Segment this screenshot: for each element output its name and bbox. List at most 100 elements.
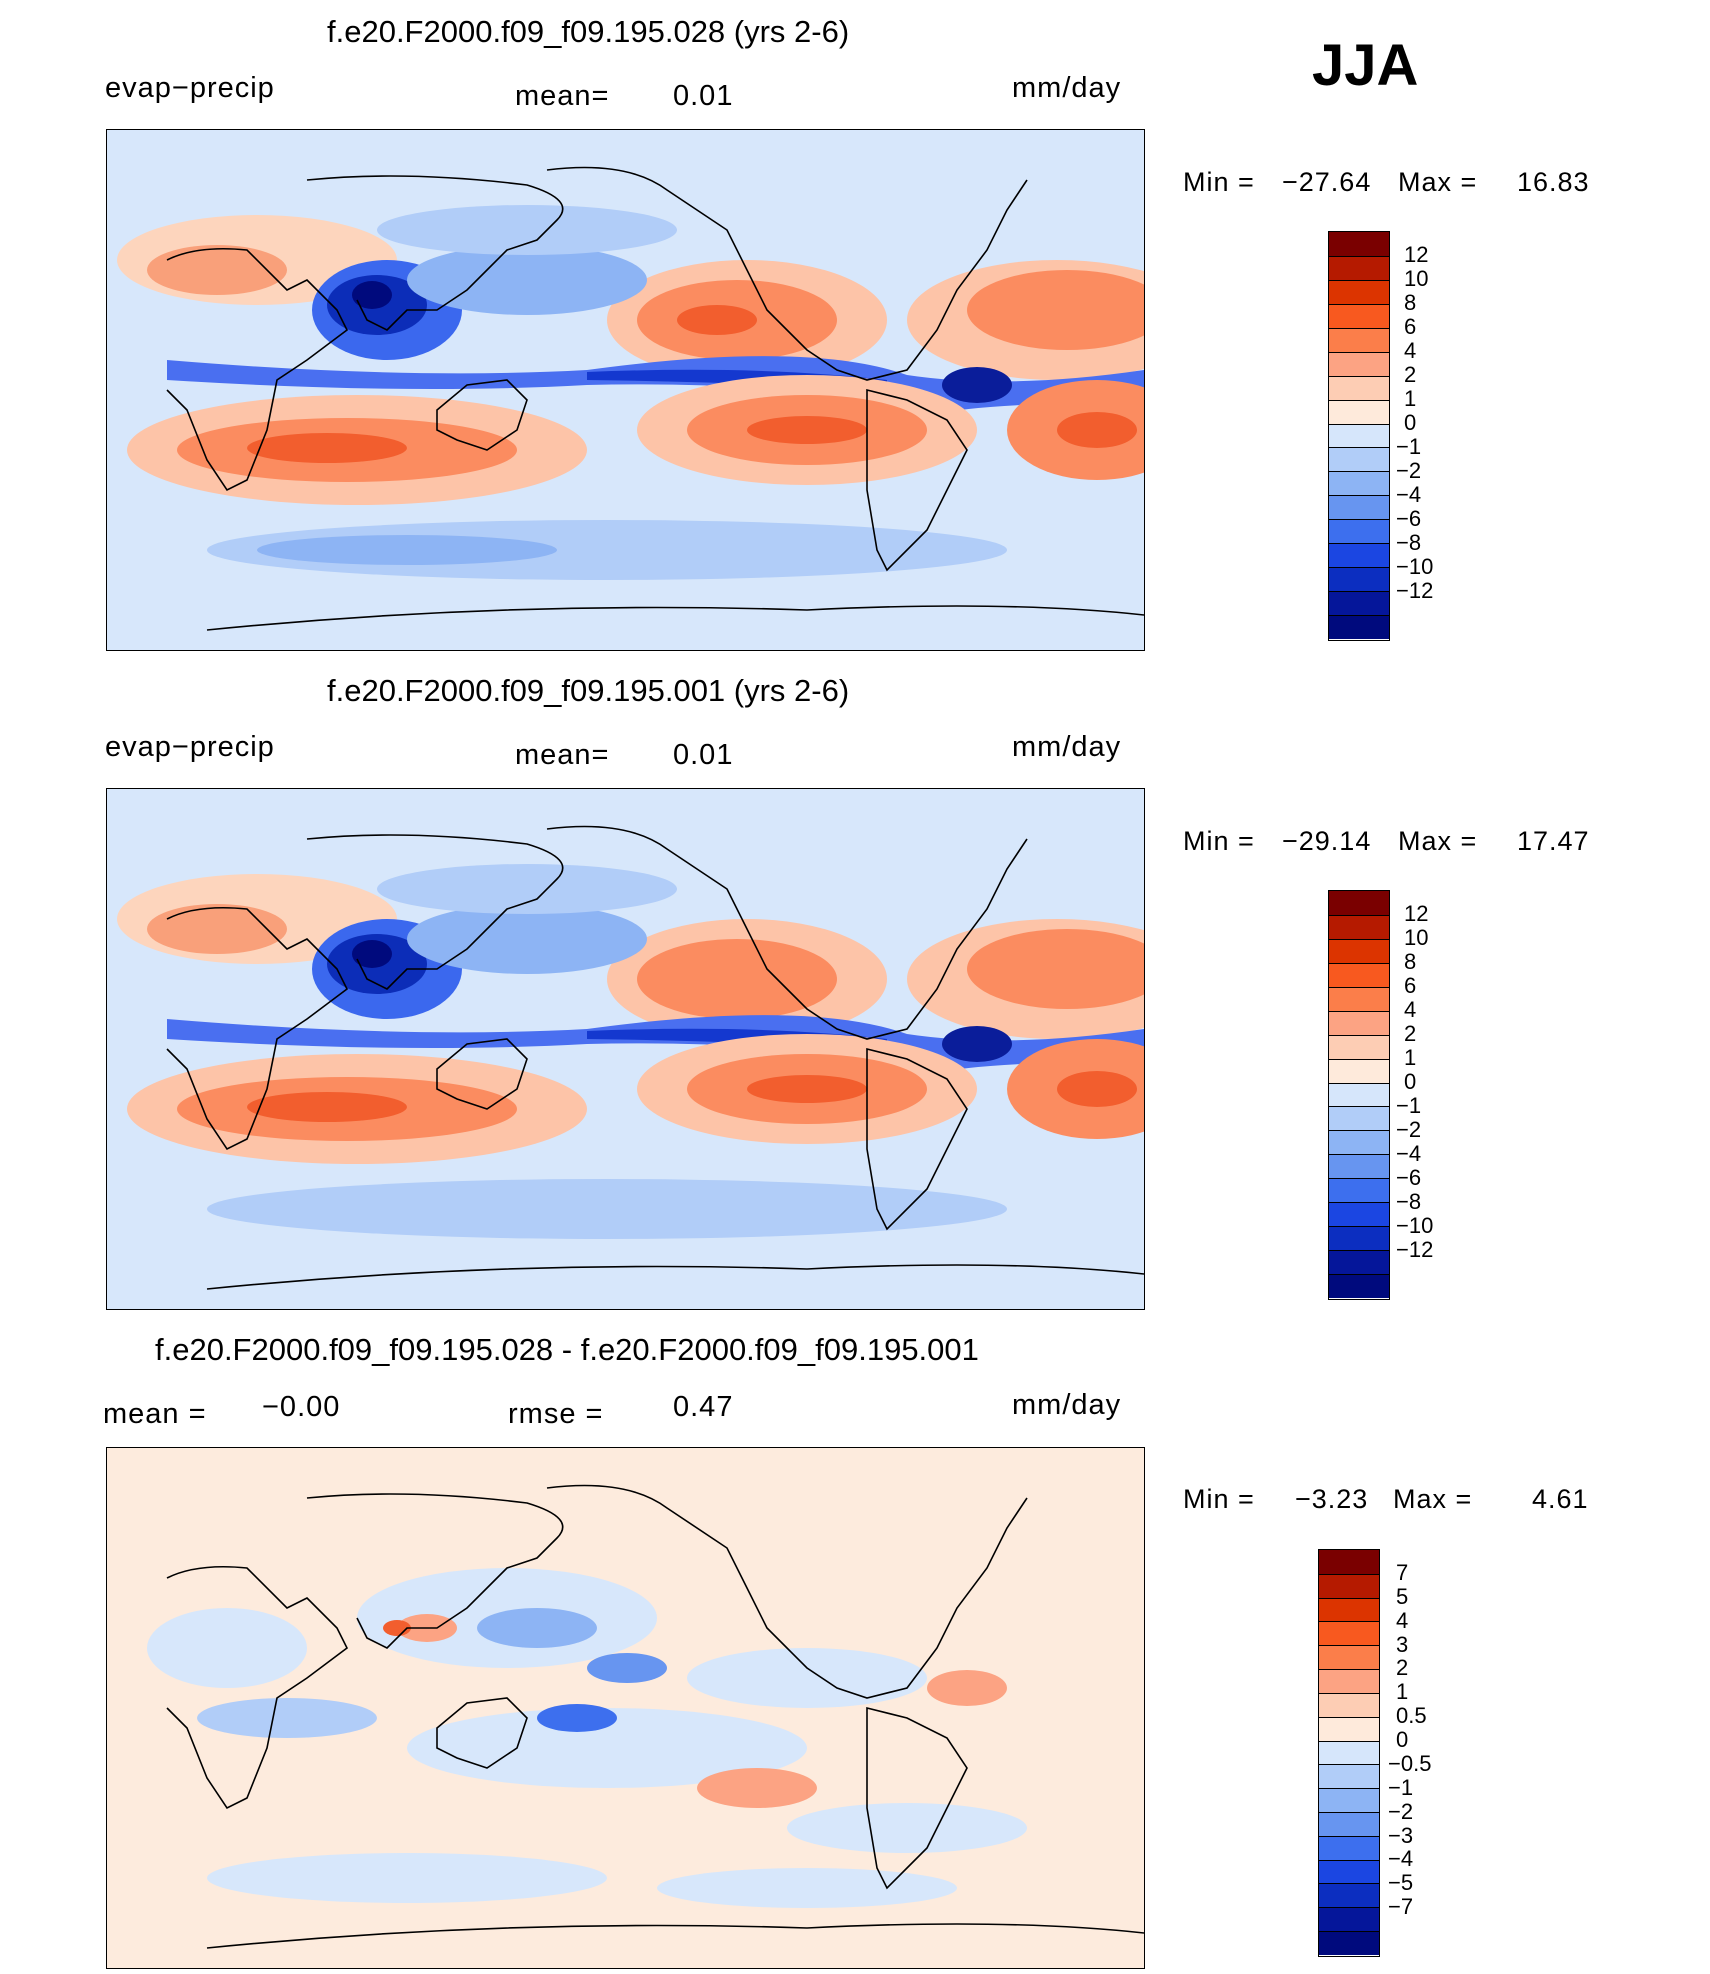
colorbar-tick-label: −12	[1396, 578, 1434, 603]
panel3-map	[106, 1447, 1145, 1969]
colorbar-cell	[1329, 567, 1389, 592]
colorbar-tick-label: 10	[1404, 266, 1429, 291]
colorbar-cell	[1329, 591, 1389, 615]
colorbar-tick-label: −5	[1388, 1870, 1414, 1896]
colorbar-tick-label: −2	[1388, 1798, 1414, 1824]
colorbar-tick-label: 1	[1404, 1045, 1417, 1070]
colorbar-tick-label: 4	[1396, 1607, 1409, 1633]
panel1-mean-value: 0.01	[673, 80, 734, 112]
colorbar-tick-label: 12	[1404, 242, 1429, 267]
colorbar-cell	[1319, 1740, 1379, 1765]
colorbar-cell	[1319, 1716, 1379, 1741]
panel3-max-label: Max =	[1393, 1484, 1473, 1514]
colorbar-cell	[1319, 1859, 1379, 1884]
colorbar-cell	[1329, 375, 1389, 400]
colorbar-cell	[1319, 1764, 1379, 1789]
colorbar-tick-label: 0	[1396, 1727, 1409, 1753]
panel2-mean-value: 0.01	[673, 739, 734, 771]
panel1-title: f.e20.F2000.f09_f09.195.028 (yrs 2-6)	[327, 14, 850, 49]
panel3-min-label: Min =	[1183, 1484, 1255, 1514]
colorbar-cell	[1329, 495, 1389, 520]
colorbar-cell	[1329, 1058, 1389, 1083]
colorbar-cell	[1329, 914, 1389, 939]
panel3-max-value: 4.61	[1532, 1484, 1589, 1514]
colorbar-tick-label: −12	[1396, 1237, 1434, 1262]
colorbar-cell	[1329, 1130, 1389, 1155]
colorbar-tick-label: 8	[1404, 290, 1417, 315]
colorbar-tick-label: 6	[1404, 314, 1417, 339]
panel2-map-field	[107, 789, 1144, 1309]
colorbar-cell	[1329, 891, 1389, 915]
colorbar-cell	[1329, 543, 1389, 568]
colorbar-tick-label: −8	[1396, 1189, 1422, 1214]
colorbar-cell	[1329, 615, 1389, 639]
panel3-min-value: −3.23	[1295, 1484, 1369, 1514]
colorbar-cell	[1319, 1621, 1379, 1646]
colorbar-cell	[1319, 1692, 1379, 1717]
colorbar-tick-label: 3	[1396, 1631, 1409, 1657]
panel1-map-field	[107, 130, 1144, 650]
colorbar-cell	[1329, 519, 1389, 544]
colorbar-cell	[1319, 1550, 1379, 1574]
colorbar-tick-label: 8	[1404, 949, 1417, 974]
colorbar-cell	[1329, 447, 1389, 472]
colorbar-cell	[1319, 1907, 1379, 1931]
panel2-max-label: Max =	[1398, 826, 1478, 856]
season-label: JJA	[1312, 33, 1419, 98]
colorbar-tick-label: 5	[1396, 1583, 1409, 1609]
colorbar-cell	[1329, 1178, 1389, 1203]
colorbar-cell	[1319, 1788, 1379, 1812]
colorbar-cell	[1319, 1883, 1379, 1908]
panel2-min-value: −29.14	[1282, 826, 1372, 856]
colorbar-cell	[1329, 471, 1389, 496]
colorbar-tick-label: 1	[1404, 386, 1417, 411]
colorbar-tick-label: 0.5	[1396, 1703, 1427, 1729]
colorbar-cell	[1329, 255, 1389, 280]
panel3-units: mm/day	[1012, 1389, 1122, 1421]
panel2-title: f.e20.F2000.f09_f09.195.001 (yrs 2-6)	[327, 673, 850, 708]
colorbar-tick-label: −4	[1396, 482, 1422, 507]
panel1-min-label: Min =	[1183, 167, 1255, 197]
colorbar-cell	[1329, 327, 1389, 352]
colorbar-tick-label: 10	[1404, 925, 1429, 950]
colorbar-tick-label: −1	[1388, 1774, 1414, 1800]
panel3-mean-label: mean =	[103, 1398, 207, 1430]
colorbar-cell	[1329, 1082, 1389, 1107]
colorbar-tick-label: −10	[1396, 1213, 1434, 1238]
colorbar-cell	[1329, 1226, 1389, 1251]
colorbar-tick-label: 2	[1396, 1655, 1409, 1681]
panel2-map	[106, 788, 1145, 1310]
panel2-colorbar	[1328, 890, 1390, 1300]
panel2-min-label: Min =	[1183, 826, 1255, 856]
colorbar-cell	[1329, 1034, 1389, 1059]
colorbar-tick-label: −1	[1396, 1093, 1422, 1118]
panel1-mean-label: mean=	[515, 80, 610, 112]
colorbar-tick-label: 1	[1396, 1679, 1409, 1705]
panel3-rmse-label: rmse =	[508, 1398, 604, 1430]
colorbar-tick-label: −6	[1396, 506, 1422, 531]
colorbar-cell	[1319, 1597, 1379, 1622]
colorbar-cell	[1329, 351, 1389, 376]
colorbar-cell	[1329, 1202, 1389, 1227]
colorbar-tick-label: 4	[1404, 338, 1417, 363]
colorbar-cell	[1329, 986, 1389, 1011]
panel2-variable-label: evap−precip	[105, 731, 275, 763]
colorbar-tick-label: −0.5	[1388, 1750, 1432, 1776]
colorbar-tick-label: −8	[1396, 530, 1422, 555]
panel3-rmse-value: 0.47	[673, 1391, 734, 1423]
colorbar-cell	[1329, 1250, 1389, 1274]
panel1-colorbar	[1328, 231, 1390, 641]
colorbar-cell	[1319, 1835, 1379, 1860]
colorbar-cell	[1329, 938, 1389, 963]
panel1-units: mm/day	[1012, 72, 1122, 104]
colorbar-tick-label: −1	[1396, 434, 1422, 459]
colorbar-cell	[1329, 399, 1389, 424]
colorbar-cell	[1329, 279, 1389, 304]
colorbar-tick-label: 0	[1404, 410, 1417, 435]
colorbar-cell	[1319, 1931, 1379, 1955]
panel2-mean-label: mean=	[515, 739, 610, 771]
panel1-min-value: −27.64	[1282, 167, 1372, 197]
colorbar-cell	[1329, 1274, 1389, 1298]
panel1-map	[106, 129, 1145, 651]
colorbar-tick-label: 7	[1396, 1559, 1409, 1585]
